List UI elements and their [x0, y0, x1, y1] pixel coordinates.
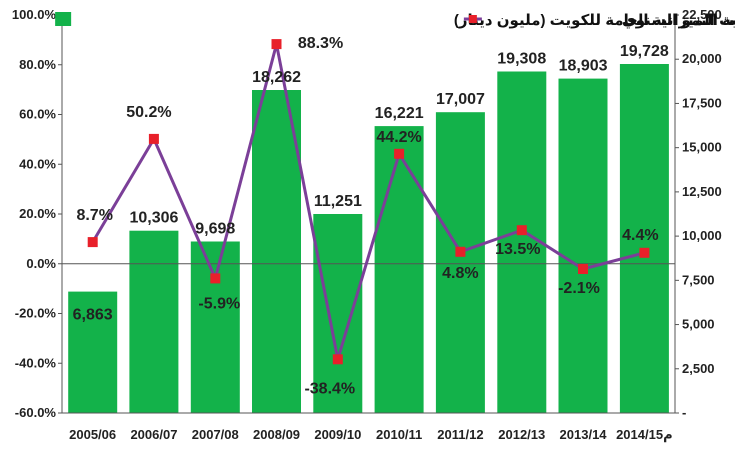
growth-marker-4 [332, 354, 343, 365]
left-tick-label-2: -20.0% [15, 306, 57, 321]
growth-value-label-3: 88.3% [298, 35, 343, 52]
growth-line [91, 42, 645, 361]
bar-value-label-3: 18,262 [252, 69, 301, 86]
bar-value-label-5: 16,221 [375, 105, 424, 122]
category-label-9: 2014/15م [616, 427, 673, 443]
legend-label-bar: جملة مصروفات الميزانية العامة للكويت (مل… [454, 12, 735, 29]
bar-value-label-0: 6,863 [73, 307, 113, 324]
growth-marker-3 [271, 39, 282, 50]
right-tick-label-7: 17,500 [682, 95, 722, 110]
right-tick-label-1: 2,500 [682, 361, 715, 376]
right-tick-label-2: 5,000 [682, 317, 715, 332]
bars-layer [68, 64, 669, 413]
legend-swatch-marker [468, 15, 477, 23]
bar-2 [190, 241, 240, 413]
category-label-1: 2006/07 [130, 427, 177, 442]
right-tick-label-8: 20,000 [682, 51, 722, 66]
growth-marker-8 [578, 264, 588, 274]
left-tick-label-5: 40.0% [19, 156, 56, 171]
category-label-6: 2011/12 [437, 427, 483, 442]
growth-marker-2 [210, 273, 221, 284]
right-tick-label-4: 10,000 [682, 228, 722, 243]
growth-value-label-8: -2.1% [558, 280, 600, 297]
category-label-8: 2013/14 [560, 427, 608, 442]
left-tick-label-0: -60.0% [15, 405, 57, 420]
category-label-3: 2008/09 [253, 427, 300, 442]
growth-marker-0 [87, 237, 98, 248]
category-label-4: 2009/10 [314, 427, 361, 442]
right-tick-label-3: 7,500 [682, 272, 715, 287]
category-label-5: 2010/11 [376, 427, 422, 442]
legend-label-line: نسبة النمو السنوي [622, 12, 735, 30]
bar-value-label-4: 11,251 [314, 193, 362, 210]
right-tick-label-0: - [682, 405, 686, 420]
bar-8 [558, 78, 608, 413]
bar-1 [129, 230, 179, 413]
right-tick-label-6: 15,000 [682, 140, 722, 155]
bar-6 [435, 112, 485, 413]
bar-5 [374, 126, 424, 413]
bar-0 [68, 291, 118, 413]
bar-3 [252, 90, 301, 413]
left-tick-label-7: 80.0% [19, 57, 56, 72]
bar-value-label-7: 19,308 [497, 51, 546, 68]
right-tick-label-5: 12,500 [682, 184, 722, 199]
bar-value-label-8: 18,903 [559, 58, 608, 75]
growth-value-label-4: -38.4% [304, 380, 355, 397]
bar-value-label-2: 9,698 [195, 221, 235, 238]
bar-9 [619, 64, 669, 413]
growth-marker-6 [455, 246, 466, 257]
left-tick-label-1: -40.0% [15, 355, 57, 370]
category-label-2: 2007/08 [192, 427, 239, 442]
data-labels-layer: 6,863 10,306 9,698 18,262 11,251 16,221 17,007… [73, 35, 669, 397]
growth-value-label-6: 4.8% [442, 265, 478, 282]
growth-marker-9 [639, 247, 650, 258]
growth-value-label-0: 8.7% [76, 207, 112, 224]
bar-4 [313, 214, 363, 413]
growth-value-label-5: 44.2% [376, 129, 421, 146]
left-tick-label-8: 100.0% [12, 7, 57, 22]
growth-marker-5 [394, 148, 405, 159]
bar-value-label-1: 10,306 [129, 210, 178, 227]
growth-value-label-7: 13.5% [495, 241, 540, 258]
bar-value-label-9: 19,728 [620, 43, 669, 60]
growth-marker-1 [148, 133, 159, 144]
legend-swatch-bar [55, 12, 72, 26]
growth-line-layer [87, 39, 650, 365]
growth-value-label-2: -5.9% [198, 295, 240, 312]
left-tick-label-6: 60.0% [19, 107, 56, 122]
right-tick-label-9: 22,500 [682, 7, 722, 22]
growth-value-label-1: 50.2% [126, 104, 171, 121]
category-label-0: 2005/06 [69, 427, 116, 442]
axes-layer: -60.0% -40.0% -20.0% 0.0% 20.0% 40.0% 60.0% 80.… [12, 7, 722, 443]
left-tick-label-3: 0.0% [26, 256, 56, 271]
growth-marker-7 [516, 225, 527, 236]
category-label-7: 2012/13 [498, 427, 545, 442]
left-tick-label-4: 20.0% [19, 206, 56, 221]
growth-value-label-9: 4.4% [622, 227, 658, 244]
bar-value-label-6: 17,007 [436, 91, 485, 108]
legend: جملة مصروفات الميزانية العامة للكويت (مل… [55, 12, 735, 30]
